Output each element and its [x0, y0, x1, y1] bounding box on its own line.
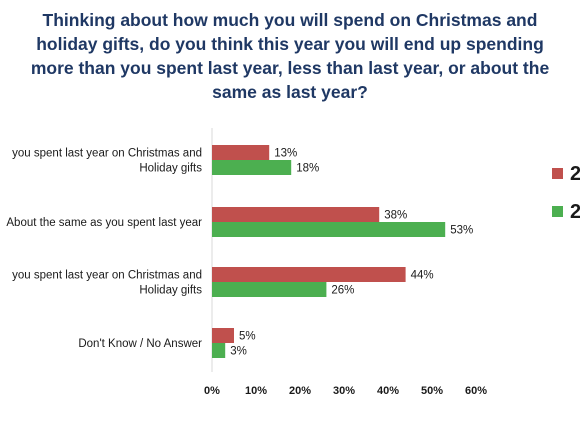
chart-title: Thinking about how much you will spend o… [0, 8, 580, 104]
data-label: 13% [274, 148, 297, 160]
x-tick-label: 50% [421, 385, 443, 397]
title-line: more than you spent last year, less than… [30, 58, 550, 78]
bar-series1 [212, 328, 234, 343]
category-label: Holiday gifts [139, 285, 202, 297]
data-label: 26% [331, 285, 354, 297]
data-label: 18% [296, 163, 319, 175]
bar-series1 [212, 267, 406, 282]
legend-label: 2 [570, 201, 580, 223]
data-label: 3% [230, 346, 247, 358]
legend-swatch [552, 206, 563, 217]
x-tick-label: 10% [245, 385, 267, 397]
bar-series1 [212, 207, 380, 222]
bar-series2 [212, 343, 226, 358]
bar-series2 [212, 282, 327, 297]
bar-series2 [212, 222, 446, 237]
bar-series2 [212, 160, 292, 175]
x-tick-label: 20% [289, 385, 311, 397]
data-label: 38% [384, 210, 407, 222]
category-label: About the same as you spent last year [6, 217, 202, 229]
category-label: Holiday gifts [139, 163, 202, 175]
legend-swatch [552, 168, 563, 179]
x-tick-label: 60% [465, 385, 487, 397]
title-line: same as last year? [212, 82, 368, 102]
title-line: holiday gifts, do you think this year yo… [36, 34, 544, 54]
x-tick-label: 0% [204, 385, 220, 397]
data-label: 53% [450, 225, 473, 237]
data-label: 44% [411, 270, 434, 282]
x-tick-label: 30% [333, 385, 355, 397]
data-label: 5% [239, 331, 256, 343]
category-label: you spent last year on Christmas and [12, 148, 202, 160]
bar-series1 [212, 145, 270, 160]
x-tick-label: 40% [377, 385, 399, 397]
category-label: you spent last year on Christmas and [12, 270, 202, 282]
legend-label: 2 [570, 163, 580, 185]
category-label: Don't Know / No Answer [78, 338, 202, 350]
title-line: Thinking about how much you will spend o… [42, 10, 538, 30]
